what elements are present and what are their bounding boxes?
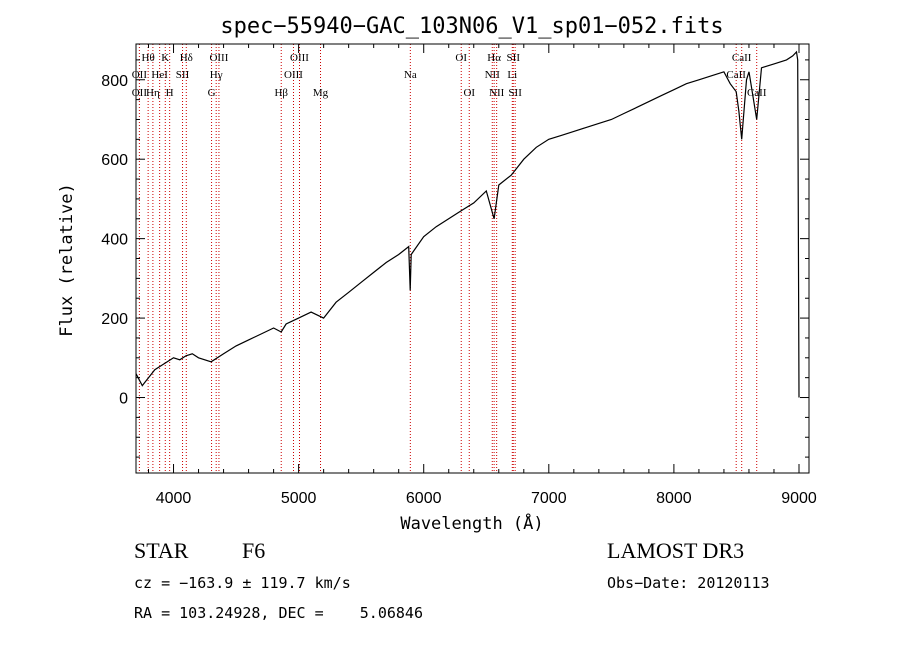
- spectral-line-label: Hθ: [142, 52, 155, 64]
- spectral-line-label: Hγ: [210, 69, 223, 81]
- spectral-line-label: CaII: [726, 69, 746, 81]
- spectral-line-label: Mg: [313, 87, 329, 99]
- x-tick-label: 6000: [406, 490, 442, 507]
- spectral-line-label: OII: [132, 69, 148, 81]
- x-axis-label: Wavelength (Å): [400, 512, 543, 534]
- spectral-line-label: SII: [507, 52, 521, 64]
- spectral-line-label: G: [208, 87, 216, 99]
- spectral-line-label: CaII: [732, 52, 752, 64]
- x-tick-label: 8000: [656, 490, 692, 507]
- spectral-line-label: SII: [176, 69, 190, 81]
- spectral-line-label: HeI: [151, 69, 168, 81]
- spectral-line-label: OIII: [284, 69, 303, 81]
- spectral-line-label: OI: [455, 52, 467, 64]
- object-subclass: F6: [242, 538, 266, 563]
- y-tick-label: 400: [101, 232, 128, 249]
- y-tick-label: 600: [101, 152, 128, 169]
- x-tick-label: 7000: [531, 490, 567, 507]
- chart-title: spec−55940−GAC_103N06_V1_sp01−052.fits: [220, 14, 723, 39]
- spectral-line-label: H: [166, 87, 174, 99]
- sky-coordinates: RA = 103.24928, DEC = 5.06846: [134, 604, 423, 622]
- flux-series-line: [135, 50, 800, 398]
- x-tick-label: 9000: [781, 490, 817, 507]
- observation-date: Obs−Date: 20120113: [607, 574, 770, 592]
- spectral-line-label: NII: [485, 69, 501, 81]
- spectral-line-label: OII: [132, 87, 148, 99]
- y-axis-label: Flux (relative): [57, 183, 77, 337]
- spectral-line-label: CaII: [747, 87, 767, 99]
- redshift-velocity: cz = −163.9 ± 119.7 km/s: [134, 574, 351, 592]
- spectral-line-label: Na: [404, 69, 417, 81]
- spectral-line-label: Hα: [487, 52, 501, 64]
- y-tick-label: 200: [101, 311, 128, 328]
- spectral-line-label: NII: [489, 87, 505, 99]
- x-tick-label: 5000: [281, 490, 317, 507]
- plot-frame: [135, 43, 810, 474]
- spectral-line-label: Hβ: [274, 87, 288, 99]
- spectral-line-label: Hδ: [180, 52, 193, 64]
- y-tick-label: 0: [119, 391, 128, 408]
- x-tick-label: 4000: [156, 490, 192, 507]
- survey-name: LAMOST DR3: [607, 538, 745, 563]
- spectral-line-label: OI: [463, 87, 475, 99]
- spectral-line-label: OIII: [209, 52, 228, 64]
- spectral-line-label: Li: [507, 69, 517, 81]
- spectral-line-label: SII: [508, 87, 522, 99]
- y-tick-label: 800: [101, 73, 128, 90]
- spectral-line-markers: [138, 44, 758, 473]
- y-axis-ticks: 0 200 400 600 800: [101, 59, 809, 458]
- object-class: STAR: [134, 538, 189, 563]
- spectral-line-label: Hη: [146, 87, 160, 99]
- x-axis-ticks: 4000 5000 6000 7000 8000 9000: [148, 44, 817, 507]
- spectral-line-label: K: [161, 52, 169, 64]
- spectral-line-label: OIII: [290, 52, 309, 64]
